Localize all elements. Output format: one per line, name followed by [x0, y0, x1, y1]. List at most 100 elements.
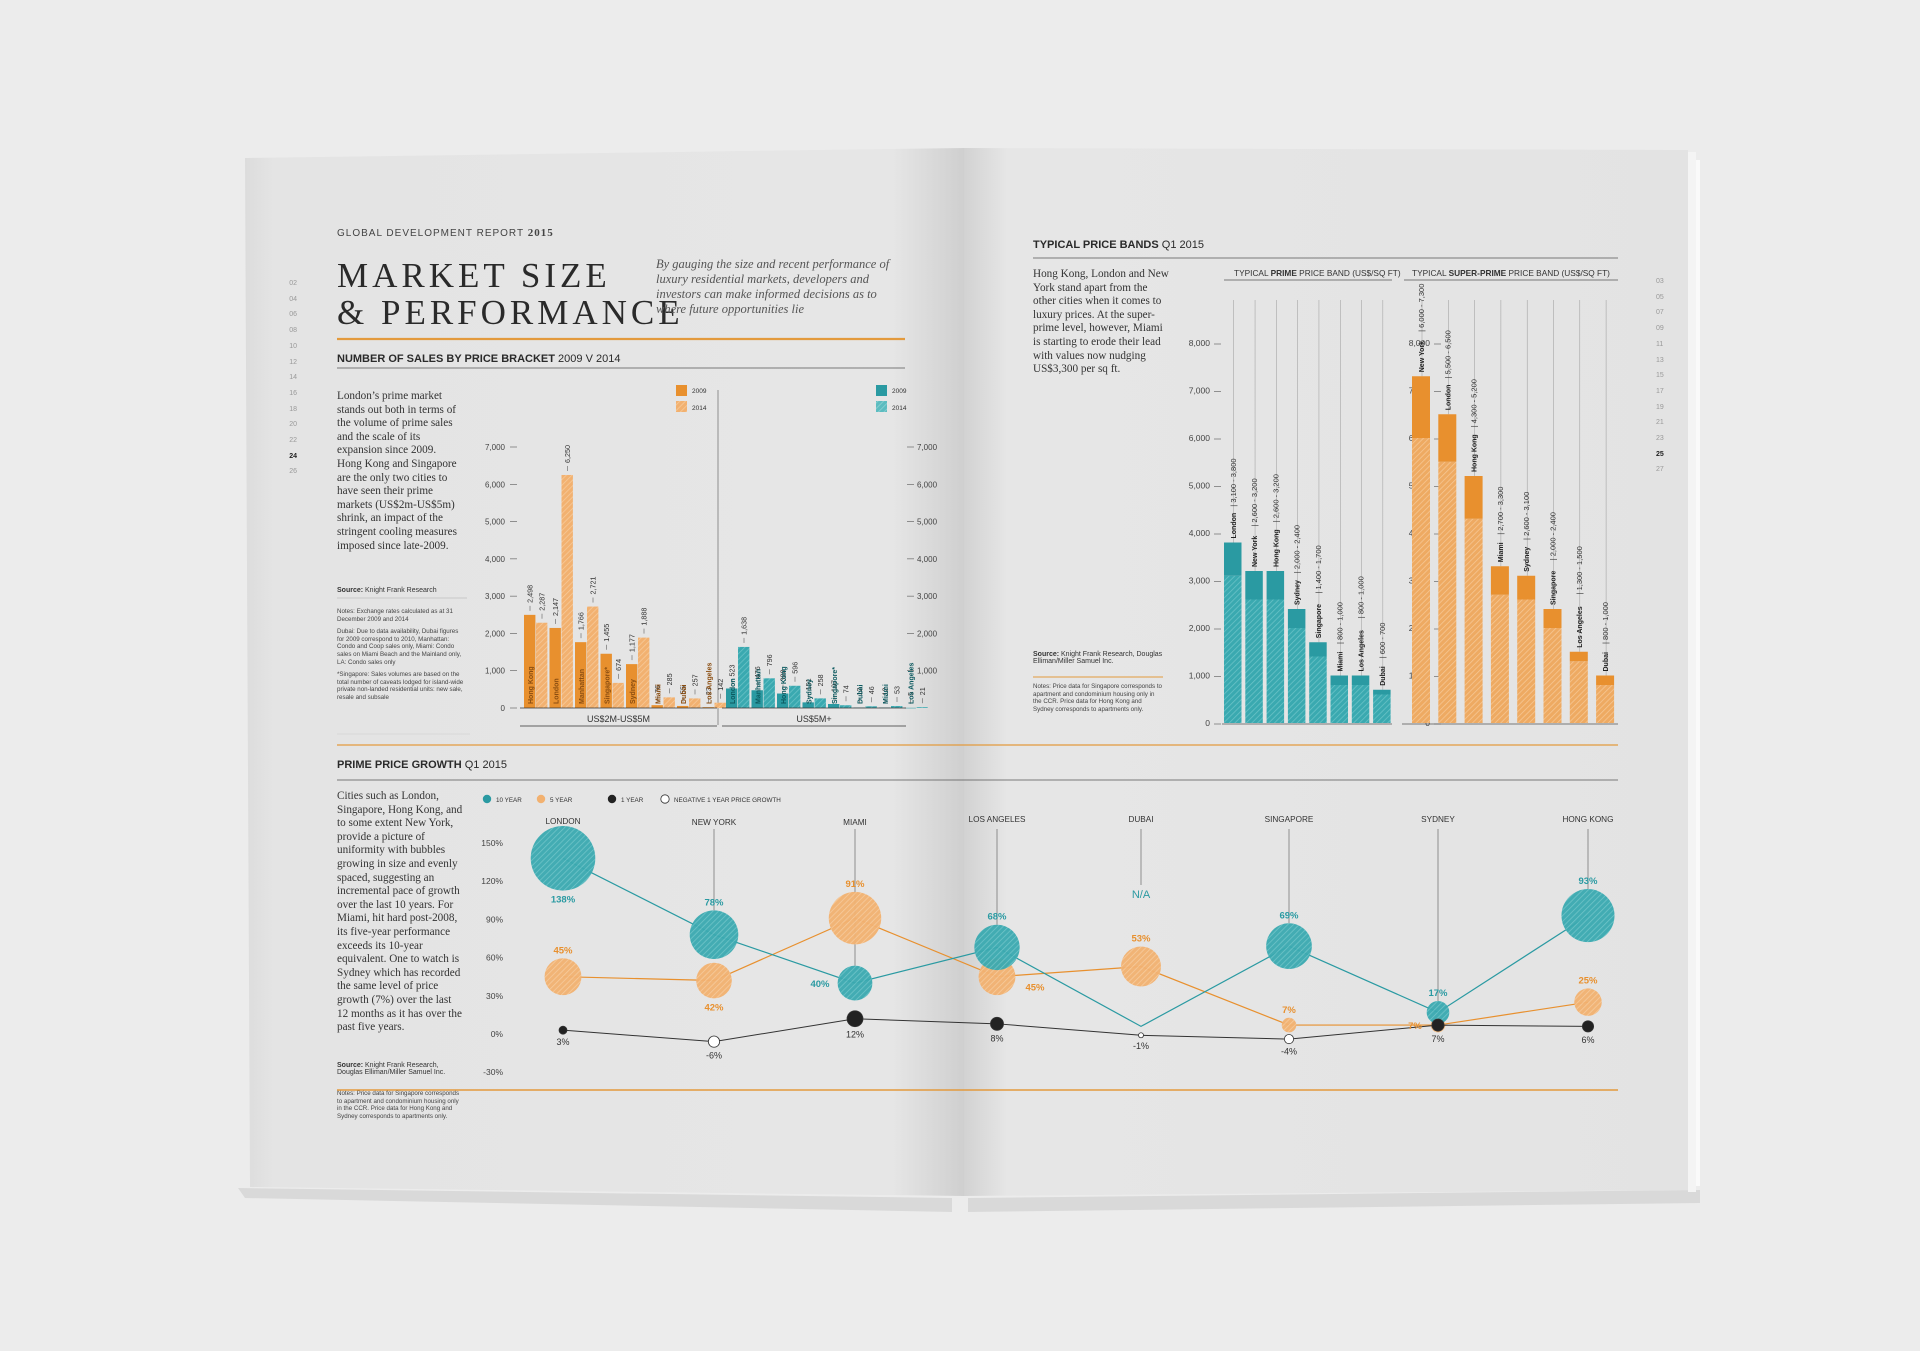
- bar-range-label: | 1,400 - 1,700: [1314, 545, 1323, 593]
- y-tick-label: 0%: [491, 1029, 504, 1039]
- page-index-number[interactable]: 16: [289, 389, 297, 397]
- bands-source: Source: Knight Frank Research, Douglas E…: [1033, 651, 1163, 665]
- page-index-number[interactable]: 23: [1656, 435, 1664, 443]
- ten-year-bubble: [837, 965, 873, 1001]
- page-index-number[interactable]: 12: [289, 358, 297, 366]
- page-index-number[interactable]: 17: [1656, 387, 1664, 395]
- page-index-number[interactable]: 04: [289, 295, 297, 303]
- bar: [738, 646, 750, 708]
- page-index-number[interactable]: 15: [1656, 372, 1664, 380]
- bar-value-label: 596: [791, 662, 800, 674]
- legend-label: 5 YEAR: [550, 797, 573, 804]
- one-year-label: 3%: [556, 1037, 569, 1047]
- bar-city-label: Dubai: [681, 685, 688, 705]
- five-year-bubble: [544, 958, 582, 996]
- page-index-number[interactable]: 13: [1656, 356, 1664, 364]
- bar-city-label: Sydney: [807, 679, 814, 704]
- page-index-number[interactable]: 27: [1656, 466, 1664, 474]
- y-tick-label: 6,000: [1189, 433, 1211, 443]
- bar-city-label: London: [1445, 385, 1452, 411]
- bar-range-label: | 2,600 - 3,100: [1522, 492, 1531, 540]
- bar-city-label: Singapore: [1316, 604, 1323, 638]
- page-index-number[interactable]: 10: [289, 342, 297, 350]
- page-index-number[interactable]: 26: [289, 468, 297, 476]
- band-low-bar: [1224, 575, 1242, 723]
- y-tick-label: 1,000: [917, 667, 938, 676]
- city-label: LOS ANGELES: [969, 815, 1026, 824]
- bar: [763, 678, 775, 708]
- ten-year-label: 78%: [704, 897, 724, 908]
- page-index-number[interactable]: 25: [1656, 450, 1664, 458]
- bar-range-label: | 600 - 700: [1378, 623, 1387, 659]
- bar-city-label: London: [730, 678, 737, 704]
- page-index-number[interactable]: 14: [289, 374, 297, 382]
- bar-city-label: London: [554, 678, 561, 704]
- band-high-bar: [1517, 575, 1536, 600]
- bar: [904, 707, 916, 709]
- bar: [789, 685, 801, 708]
- y-tick-label: 6,000: [485, 480, 506, 489]
- page-index-number[interactable]: 22: [289, 437, 297, 445]
- page-index-number[interactable]: 11: [1656, 340, 1664, 348]
- page-index-right: 03 05 07 09 11 13 15 17 19 21 23 25 27: [1656, 274, 1670, 478]
- bar-value-label: 12: [881, 688, 890, 696]
- page-index-number[interactable]: 08: [289, 327, 297, 335]
- band-low-bar: [1543, 628, 1562, 723]
- page-index-number[interactable]: 18: [289, 405, 297, 413]
- bar-city-label: Los Angeles: [707, 663, 714, 704]
- bar-value-label: 2,287: [538, 593, 547, 611]
- city-label: LONDON: [545, 817, 580, 826]
- sales-notes: Notes: Exchange rates calculated as at 3…: [337, 608, 465, 707]
- y-tick-label: 8,000: [1409, 338, 1431, 348]
- page-index-number[interactable]: 09: [1656, 325, 1664, 333]
- page-index-number[interactable]: 21: [1656, 419, 1664, 427]
- five-year-label: 7%: [1408, 1021, 1422, 1032]
- five-year-label: 53%: [1131, 933, 1151, 944]
- page-index-number[interactable]: 05: [1656, 293, 1664, 301]
- band-high-bar: [1245, 571, 1263, 600]
- one-year-label: 6%: [1581, 1035, 1594, 1045]
- bar: [575, 642, 587, 708]
- bar-value-label: 796: [765, 654, 774, 666]
- legend-label: 2009: [692, 388, 707, 395]
- page-index-number[interactable]: 02: [289, 280, 297, 287]
- y-tick-label: 30%: [486, 991, 503, 1001]
- five-year-label: 91%: [845, 879, 865, 890]
- page-index-number[interactable]: 07: [1656, 309, 1664, 317]
- bar-city-label: Manhattan: [756, 669, 763, 704]
- page-index-number[interactable]: 19: [1656, 403, 1664, 411]
- one-year-label: 8%: [990, 1033, 1003, 1043]
- five-year-label: 25%: [1578, 975, 1598, 986]
- y-tick-label: -30%: [483, 1067, 503, 1077]
- band-high-bar: [1373, 689, 1391, 695]
- bar-value-label: 12: [855, 688, 864, 696]
- group-label: US$2M-US$5M: [587, 714, 650, 724]
- legend-swatch: [876, 385, 887, 396]
- five-year-line: [562, 917, 1589, 1026]
- y-tick-label: 60%: [486, 953, 503, 963]
- page-index-number[interactable]: 03: [1656, 278, 1664, 285]
- bar: [626, 664, 638, 708]
- bar-city-label: Miami: [1498, 542, 1505, 562]
- page-index-number[interactable]: 24: [289, 452, 297, 460]
- growth-source-text: Knight Frank Research, Douglas Elliman/M…: [337, 1062, 446, 1076]
- y-tick-label: 5,000: [917, 518, 938, 527]
- legend-label: 10 YEAR: [496, 797, 522, 804]
- ten-year-label: 93%: [1578, 876, 1598, 887]
- page-index-number[interactable]: 20: [289, 421, 297, 429]
- group-label: US$5M+: [796, 714, 831, 724]
- report-name: GLOBAL DEVELOPMENT REPORT: [337, 228, 524, 239]
- bar-range-label: | 800 - 1,000: [1357, 576, 1366, 618]
- bands-notes: Notes: Price data for Singapore correspo…: [1033, 683, 1162, 713]
- panel-title: TYPICAL PRIME PRICE BAND (US$/SQ FT): [1234, 268, 1401, 278]
- bar-range-label: | 2,600 - 3,200: [1271, 474, 1280, 522]
- one-year-label: -1%: [1133, 1041, 1149, 1051]
- y-tick-label: 7,000: [485, 443, 506, 452]
- bar: [536, 622, 548, 708]
- bar: [840, 705, 852, 708]
- bar-value-label: 2,721: [589, 577, 598, 595]
- ten-year-label: 68%: [987, 912, 1007, 923]
- page-index-number[interactable]: 06: [289, 311, 297, 319]
- bar-value-label: 53: [893, 686, 902, 694]
